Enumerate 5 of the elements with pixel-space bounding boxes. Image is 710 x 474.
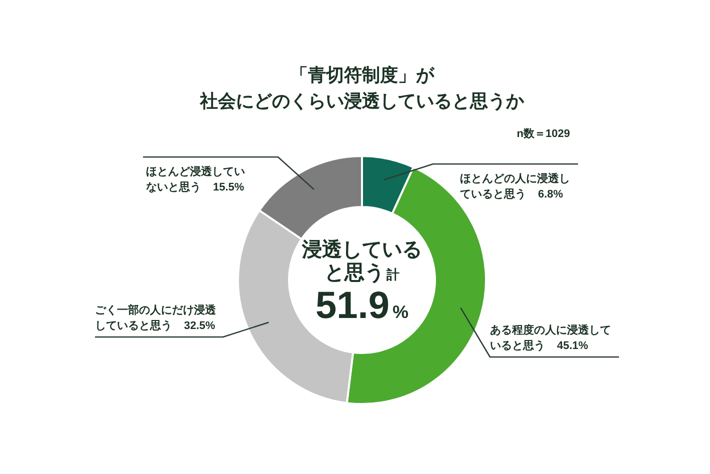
annotation: n数＝1029 [516, 128, 570, 140]
title: 「青切符制度」が [290, 65, 434, 85]
subtitle: 社会にどのくらい浸透していると思うか [200, 91, 524, 111]
annotation: 51.9% [316, 285, 408, 327]
annotation: 浸透していると思う計 [302, 239, 422, 284]
